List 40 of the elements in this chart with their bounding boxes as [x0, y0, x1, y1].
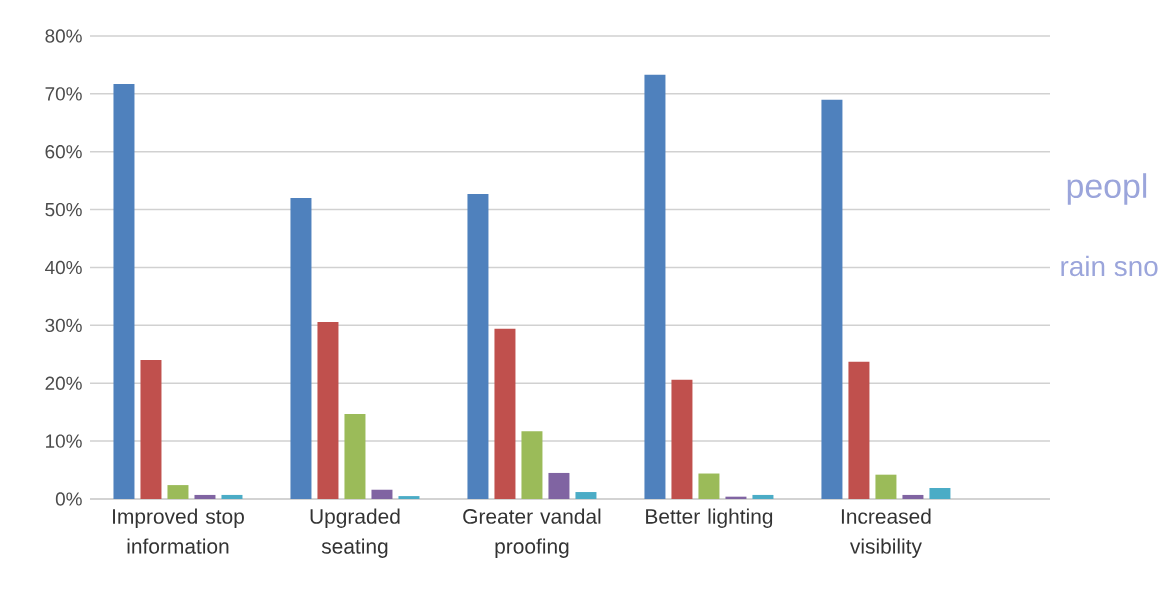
bar — [821, 99, 843, 499]
bar — [698, 473, 720, 499]
y-tick-label: 50% — [45, 202, 82, 217]
y-tick-label: 60% — [45, 145, 82, 159]
bar — [290, 198, 312, 499]
bar — [575, 492, 597, 499]
bar — [398, 496, 420, 499]
bar — [344, 413, 366, 499]
bar — [929, 487, 951, 499]
bar — [671, 379, 693, 499]
bar — [113, 84, 135, 499]
bar — [221, 494, 243, 499]
bar — [167, 485, 189, 499]
bar — [194, 494, 216, 499]
bar — [848, 361, 870, 499]
bar — [371, 489, 393, 499]
y-tick-label: 70% — [45, 87, 82, 101]
bar — [467, 193, 489, 499]
y-tick-label: 30% — [45, 318, 82, 333]
bar — [548, 472, 570, 499]
y-tick-label: 0% — [55, 492, 82, 506]
bar — [494, 328, 516, 499]
x-tick-label: Better lighting — [646, 508, 773, 529]
text: peopl — [1067, 173, 1147, 205]
y-tick-label: 40% — [45, 260, 82, 275]
bar — [902, 494, 924, 499]
y-tick-label: 10% — [46, 434, 82, 448]
y-tick-label: 80% — [45, 29, 82, 43]
bar — [752, 494, 774, 499]
y-tick-label: 20% — [45, 376, 82, 390]
bar — [875, 474, 897, 499]
text: rain sno — [1061, 255, 1158, 277]
bar — [521, 431, 543, 499]
bar — [140, 360, 162, 499]
x-tick-label: Increased visibility — [841, 508, 931, 558]
bar — [644, 74, 666, 499]
bar — [317, 321, 339, 499]
x-tick-label: Greater vandal proofing — [463, 508, 601, 558]
x-tick-label: Improved stop information — [113, 508, 244, 554]
x-tick-label: Upgraded seating — [310, 508, 400, 558]
